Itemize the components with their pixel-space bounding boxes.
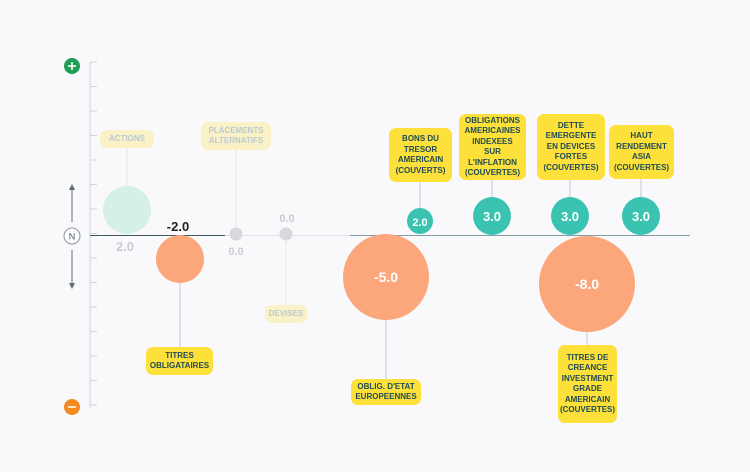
value-label-bons-du-tresor-americain-couverts: 2.0 bbox=[412, 217, 427, 229]
value-label-oblig-d-etat-europeennes: -5.0 bbox=[374, 269, 398, 285]
bubble-titres-obligataires bbox=[156, 235, 204, 283]
bubble-bons-du-tresor-americain-couverts bbox=[407, 208, 433, 234]
scale-ticks bbox=[90, 61, 97, 406]
down-arrow-icon bbox=[69, 250, 75, 289]
bubble-titres-de-creance-investment-grade-americain-couvertes bbox=[539, 236, 635, 332]
svg-text:N: N bbox=[69, 232, 76, 242]
category-label-bons-du-tresor-americain-couverts: BONS DU TRESOR AMERICAIN (COUVERTS) bbox=[389, 128, 452, 182]
value-label-devises: 0.0 bbox=[279, 213, 294, 225]
value-label-placements-alternatifs: 0.0 bbox=[228, 246, 243, 258]
value-label-dette-emergente-en-devices-fortes-couvertes: 3.0 bbox=[561, 209, 579, 224]
up-arrow-icon bbox=[69, 184, 75, 222]
category-label-titres-de-creance-investment-grade-americain-couvertes: TITRES DE CREANCE INVESTMENT GRADE AMERI… bbox=[558, 345, 617, 423]
bubble-oblig-d-etat-europeennes bbox=[343, 234, 429, 320]
bubble-actions bbox=[103, 186, 151, 234]
bubble-haut-rendement-asia-couvertes bbox=[622, 197, 660, 235]
bubble-dette-emergente-en-devices-fortes-couvertes bbox=[551, 197, 589, 235]
category-label-oblig-d-etat-europeennes: OBLIG. D'ETAT EUROPEENNES bbox=[351, 379, 421, 405]
value-label-titres-obligataires: -2.0 bbox=[167, 219, 189, 234]
category-label-titres-obligataires: TITRES OBLIGATAIRES bbox=[146, 347, 213, 375]
bubble-obligations-americaines-indexees-sur-l-inflation-couvertes bbox=[473, 197, 511, 235]
value-label-actions: 2.0 bbox=[116, 239, 134, 254]
category-label-obligations-americaines-indexees-sur-l-inflation-couvertes: OBLIGATIONS AMERICAINES INDEXEES SUR L'I… bbox=[459, 114, 526, 180]
plus-icon bbox=[64, 58, 80, 74]
bubble-marks: 2.0 -2.0 0.0 0.0 -5.0 2.0 3.0 -8.0 3.0 3.0 bbox=[103, 148, 660, 379]
category-label-haut-rendement-asia-couvertes: HAUT RENDEMENT ASIA (COUVERTES) bbox=[609, 125, 674, 179]
category-label-actions: ACTIONS bbox=[100, 130, 154, 148]
bubble-placements-alternatifs bbox=[229, 227, 243, 241]
value-label-obligations-americaines-indexees-sur-l-inflation-couvertes: 3.0 bbox=[483, 209, 501, 224]
category-label-placements-alternatifs: PLACEMENTS ALTERNATIFS bbox=[201, 122, 271, 150]
bubble-devises bbox=[279, 227, 293, 241]
neutral-icon: N bbox=[63, 227, 81, 245]
category-label-dette-emergente-en-devices-fortes-couvertes: DETTE EMERGENTE EN DEVICES FORTES (COUVE… bbox=[537, 114, 605, 180]
value-label-titres-de-creance-investment-grade-americain-couvertes: -8.0 bbox=[575, 276, 599, 292]
value-label-haut-rendement-asia-couvertes: 3.0 bbox=[632, 209, 650, 224]
minus-icon bbox=[64, 399, 80, 415]
scale-axis: N bbox=[63, 58, 690, 415]
category-label-devises: DEVISES bbox=[265, 305, 307, 323]
